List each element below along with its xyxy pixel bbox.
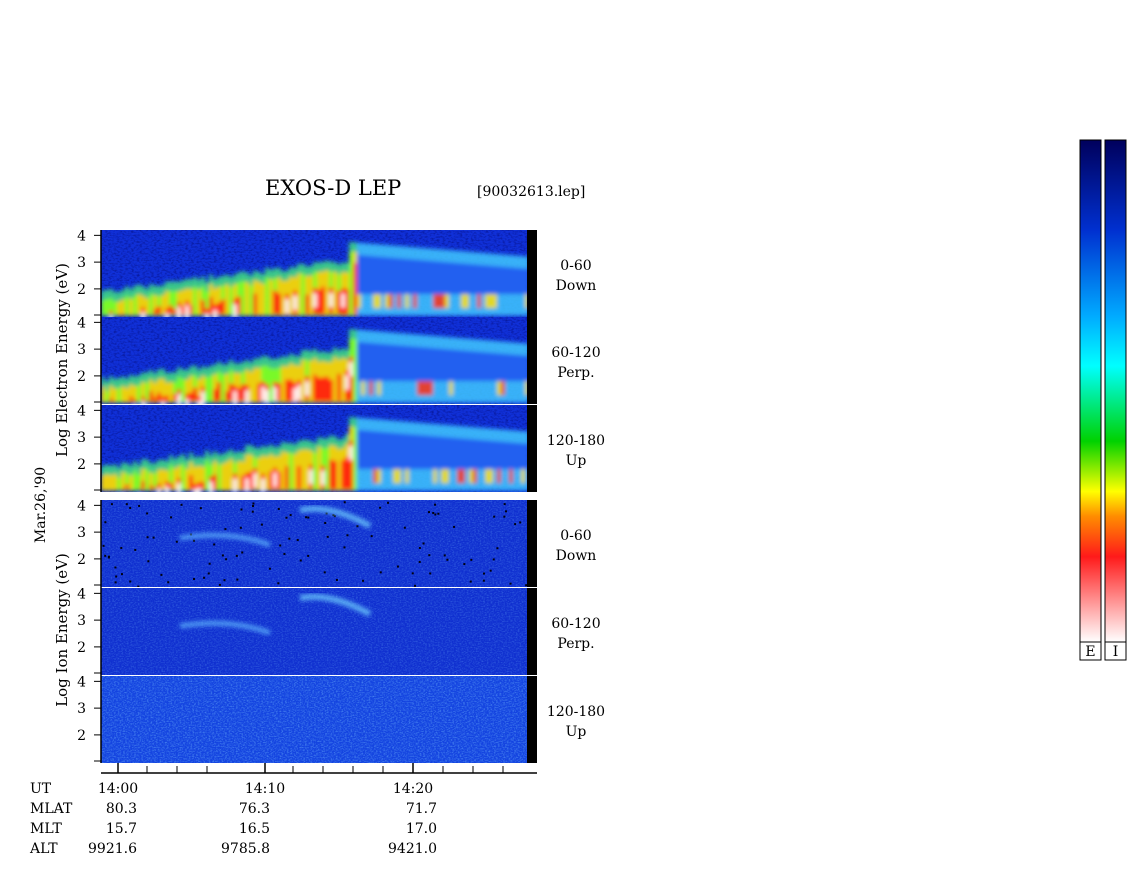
panel-ion-3 [101, 500, 537, 587]
page-title: EXOS-D LEP [265, 176, 402, 200]
ephemeris-row-label: MLAT [30, 801, 73, 817]
spectral-band [101, 242, 527, 317]
panel-edge [527, 588, 537, 675]
ephemeris-ut-value: 14:20 [393, 781, 433, 797]
file-name: [90032613.lep] [477, 184, 586, 200]
date-label: Mar.26,'90 [33, 467, 49, 543]
ephemeris-ut-value: 14:10 [245, 781, 285, 797]
panel-edge [527, 405, 537, 492]
ion-axis-label: Log Ion Energy (eV) [53, 553, 71, 707]
ion-streaks [179, 593, 372, 636]
y-tick-label: 2 [77, 640, 86, 656]
panel-angle-label: 120-180 [547, 704, 605, 720]
panel-electron-2 [101, 405, 537, 492]
ion-streaks [179, 505, 372, 548]
electron-axis-label: Log Electron Energy (eV) [53, 263, 71, 457]
y-tick-label: 3 [77, 613, 86, 629]
ephemeris-alt-value: 9921.6 [88, 841, 137, 857]
noise-texture [101, 588, 527, 675]
y-tick-label: 2 [77, 282, 86, 298]
y-tick-label: 3 [77, 525, 86, 541]
ephemeris-row-label: MLT [30, 821, 62, 837]
y-tick-label: 4 [77, 403, 86, 419]
ephemeris-ut-value: 14:00 [98, 781, 138, 797]
y-tick-label: 3 [77, 342, 86, 358]
y-tick-label: 2 [77, 552, 86, 568]
colorbar-label-box [1104, 641, 1127, 661]
ephemeris-mlat-value: 71.7 [406, 801, 437, 817]
panel-edge [527, 500, 537, 587]
ephemeris-mlt-value: 15.7 [106, 821, 137, 837]
ephemeris-mlat-value: 76.3 [239, 801, 270, 817]
y-tick-label: 2 [77, 728, 86, 744]
panel-direction-label: Down [556, 278, 597, 294]
y-tick-label: 4 [77, 586, 86, 602]
ephemeris-mlt-value: 17.0 [406, 821, 437, 837]
panel-angle-label: 120-180 [547, 433, 605, 449]
panel-direction-label: Perp. [557, 636, 594, 652]
panel-electron-1 [101, 317, 537, 404]
y-tick-label: 3 [77, 701, 86, 717]
y-tick-label: 4 [77, 228, 86, 244]
panel-edge [527, 230, 537, 317]
ephemeris-mlat-value: 80.3 [106, 801, 137, 817]
panel-direction-label: Perp. [557, 365, 594, 381]
noise-texture [101, 676, 527, 763]
ephemeris-row-label: ALT [29, 841, 58, 857]
y-tick-label: 2 [77, 369, 86, 385]
y-tick-label: 2 [77, 457, 86, 473]
panel-ion-5 [101, 676, 537, 763]
ephemeris-alt-value: 9785.8 [221, 841, 270, 857]
colorbar-label: I [1113, 644, 1119, 660]
y-tick-label: 3 [77, 430, 86, 446]
ephemeris-mlt-value: 16.5 [239, 821, 270, 837]
spectral-band [101, 417, 527, 492]
panel-direction-label: Down [556, 548, 597, 564]
panel-angle-label: 0-60 [560, 528, 591, 544]
panel-edge [527, 676, 537, 763]
y-tick-label: 3 [77, 255, 86, 271]
panel-angle-label: 0-60 [560, 258, 591, 274]
panel-edge [527, 317, 537, 404]
colorbar-label: E [1085, 644, 1095, 660]
electron-colorbar [1079, 139, 1102, 643]
panel-direction-label: Up [566, 724, 587, 740]
spectral-band [101, 329, 527, 404]
noise-texture [101, 500, 527, 587]
colorbar-label-box [1079, 641, 1102, 661]
panel-ion-4 [101, 588, 537, 675]
ephemeris-row-label: UT [30, 781, 52, 797]
ion-colorbar [1104, 139, 1127, 643]
y-tick-label: 4 [77, 498, 86, 514]
panel-direction-label: Up [566, 453, 587, 469]
y-tick-label: 4 [77, 315, 86, 331]
panel-angle-label: 60-120 [551, 345, 600, 361]
panel-electron-0 [101, 230, 537, 317]
ephemeris-alt-value: 9421.0 [388, 841, 437, 857]
panel-angle-label: 60-120 [551, 616, 600, 632]
y-tick-label: 4 [77, 674, 86, 690]
